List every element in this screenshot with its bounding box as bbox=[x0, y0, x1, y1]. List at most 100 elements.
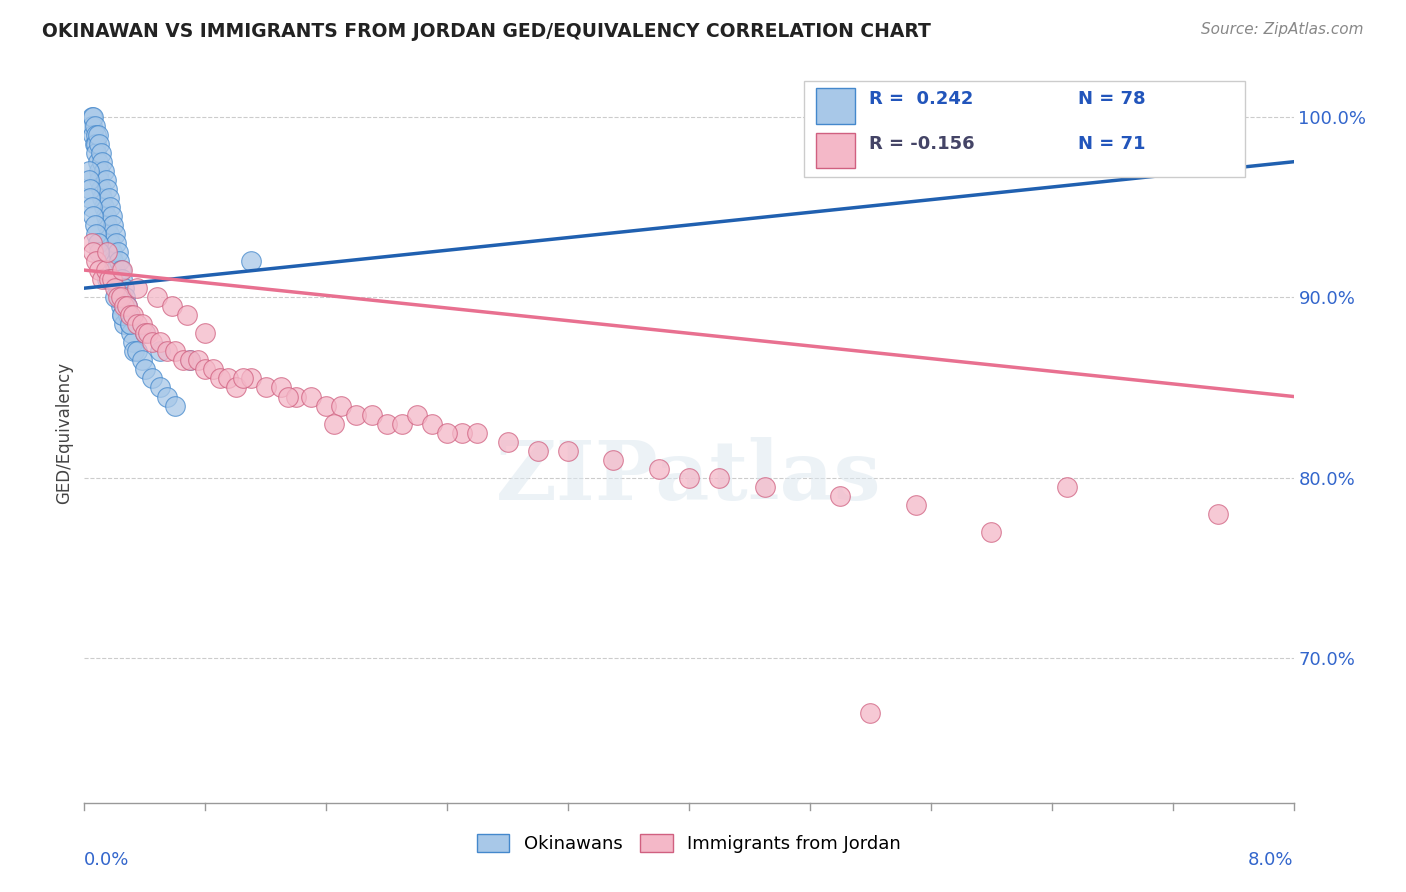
Point bbox=[115, 299, 138, 313]
Point bbox=[114, 290, 136, 304]
Point bbox=[134, 362, 156, 376]
Point bbox=[93, 200, 115, 214]
Point bbox=[98, 235, 121, 250]
Point bbox=[110, 290, 132, 304]
Point bbox=[104, 227, 127, 241]
Point bbox=[602, 452, 624, 467]
Point bbox=[904, 498, 927, 512]
Point bbox=[104, 263, 127, 277]
Text: 0.0%: 0.0% bbox=[84, 851, 129, 869]
Point bbox=[94, 173, 117, 187]
Point bbox=[82, 128, 104, 142]
Point bbox=[127, 344, 149, 359]
Point bbox=[87, 128, 110, 142]
Point bbox=[104, 290, 127, 304]
Point bbox=[284, 390, 308, 404]
Point bbox=[141, 371, 163, 385]
Point bbox=[156, 390, 179, 404]
Text: OKINAWAN VS IMMIGRANTS FROM JORDAN GED/EQUIVALENCY CORRELATION CHART: OKINAWAN VS IMMIGRANTS FROM JORDAN GED/E… bbox=[42, 22, 931, 41]
Point bbox=[104, 281, 127, 295]
Point bbox=[131, 318, 153, 332]
Point bbox=[82, 209, 104, 223]
Point bbox=[146, 290, 169, 304]
Point bbox=[179, 353, 201, 368]
Point bbox=[134, 326, 156, 341]
Point bbox=[89, 163, 111, 178]
Point bbox=[467, 425, 489, 440]
Point bbox=[156, 344, 179, 359]
Point bbox=[232, 371, 254, 385]
Point bbox=[105, 235, 128, 250]
Point bbox=[270, 380, 292, 394]
Point bbox=[101, 218, 124, 232]
Point bbox=[90, 145, 112, 160]
Point bbox=[120, 326, 142, 341]
Point bbox=[391, 417, 413, 431]
Point bbox=[100, 272, 122, 286]
Text: R = -0.156: R = -0.156 bbox=[869, 135, 974, 153]
Point bbox=[149, 344, 172, 359]
Point bbox=[225, 380, 247, 394]
Point bbox=[165, 399, 187, 413]
Point bbox=[160, 299, 183, 313]
Point bbox=[91, 154, 114, 169]
Point bbox=[187, 353, 209, 368]
Point bbox=[93, 163, 115, 178]
Point bbox=[80, 235, 103, 250]
Legend: Okinawans, Immigrants from Jordan: Okinawans, Immigrants from Jordan bbox=[470, 827, 908, 861]
Point bbox=[127, 281, 149, 295]
Point bbox=[107, 290, 129, 304]
Point bbox=[89, 136, 111, 151]
Point bbox=[98, 200, 121, 214]
Point bbox=[1206, 507, 1229, 521]
Point bbox=[91, 191, 114, 205]
Point bbox=[96, 272, 118, 286]
Point bbox=[709, 471, 731, 485]
Point bbox=[108, 290, 131, 304]
Point bbox=[201, 362, 224, 376]
Point bbox=[111, 272, 134, 286]
Point bbox=[90, 182, 112, 196]
Point bbox=[299, 390, 322, 404]
Point bbox=[97, 191, 120, 205]
Point bbox=[209, 371, 232, 385]
Point bbox=[117, 308, 139, 322]
Point bbox=[100, 209, 122, 223]
Point bbox=[436, 425, 458, 440]
Point bbox=[79, 191, 101, 205]
Point bbox=[980, 524, 1002, 539]
Point bbox=[217, 371, 239, 385]
Point bbox=[406, 408, 429, 422]
Point bbox=[110, 263, 132, 277]
Point bbox=[118, 318, 141, 332]
Point bbox=[360, 408, 382, 422]
Point bbox=[127, 318, 149, 332]
Point bbox=[86, 128, 108, 142]
Point bbox=[121, 335, 143, 350]
Point bbox=[375, 417, 398, 431]
Point bbox=[100, 245, 122, 260]
Point bbox=[557, 443, 579, 458]
Point bbox=[86, 227, 108, 241]
Point bbox=[89, 173, 111, 187]
Point bbox=[89, 245, 111, 260]
Point bbox=[89, 263, 111, 277]
Point bbox=[527, 443, 550, 458]
Point bbox=[451, 425, 474, 440]
Text: 8.0%: 8.0% bbox=[1249, 851, 1294, 869]
Point bbox=[118, 308, 141, 322]
Point bbox=[141, 335, 163, 350]
Point bbox=[194, 326, 217, 341]
Point bbox=[122, 344, 145, 359]
Point bbox=[80, 110, 103, 124]
Point bbox=[149, 380, 172, 394]
Text: Source: ZipAtlas.com: Source: ZipAtlas.com bbox=[1201, 22, 1364, 37]
Point bbox=[79, 182, 101, 196]
Point bbox=[678, 471, 700, 485]
Point bbox=[179, 353, 201, 368]
Point bbox=[105, 272, 128, 286]
Point bbox=[87, 235, 110, 250]
Point bbox=[94, 209, 117, 223]
Point bbox=[86, 145, 108, 160]
Point bbox=[96, 218, 118, 232]
